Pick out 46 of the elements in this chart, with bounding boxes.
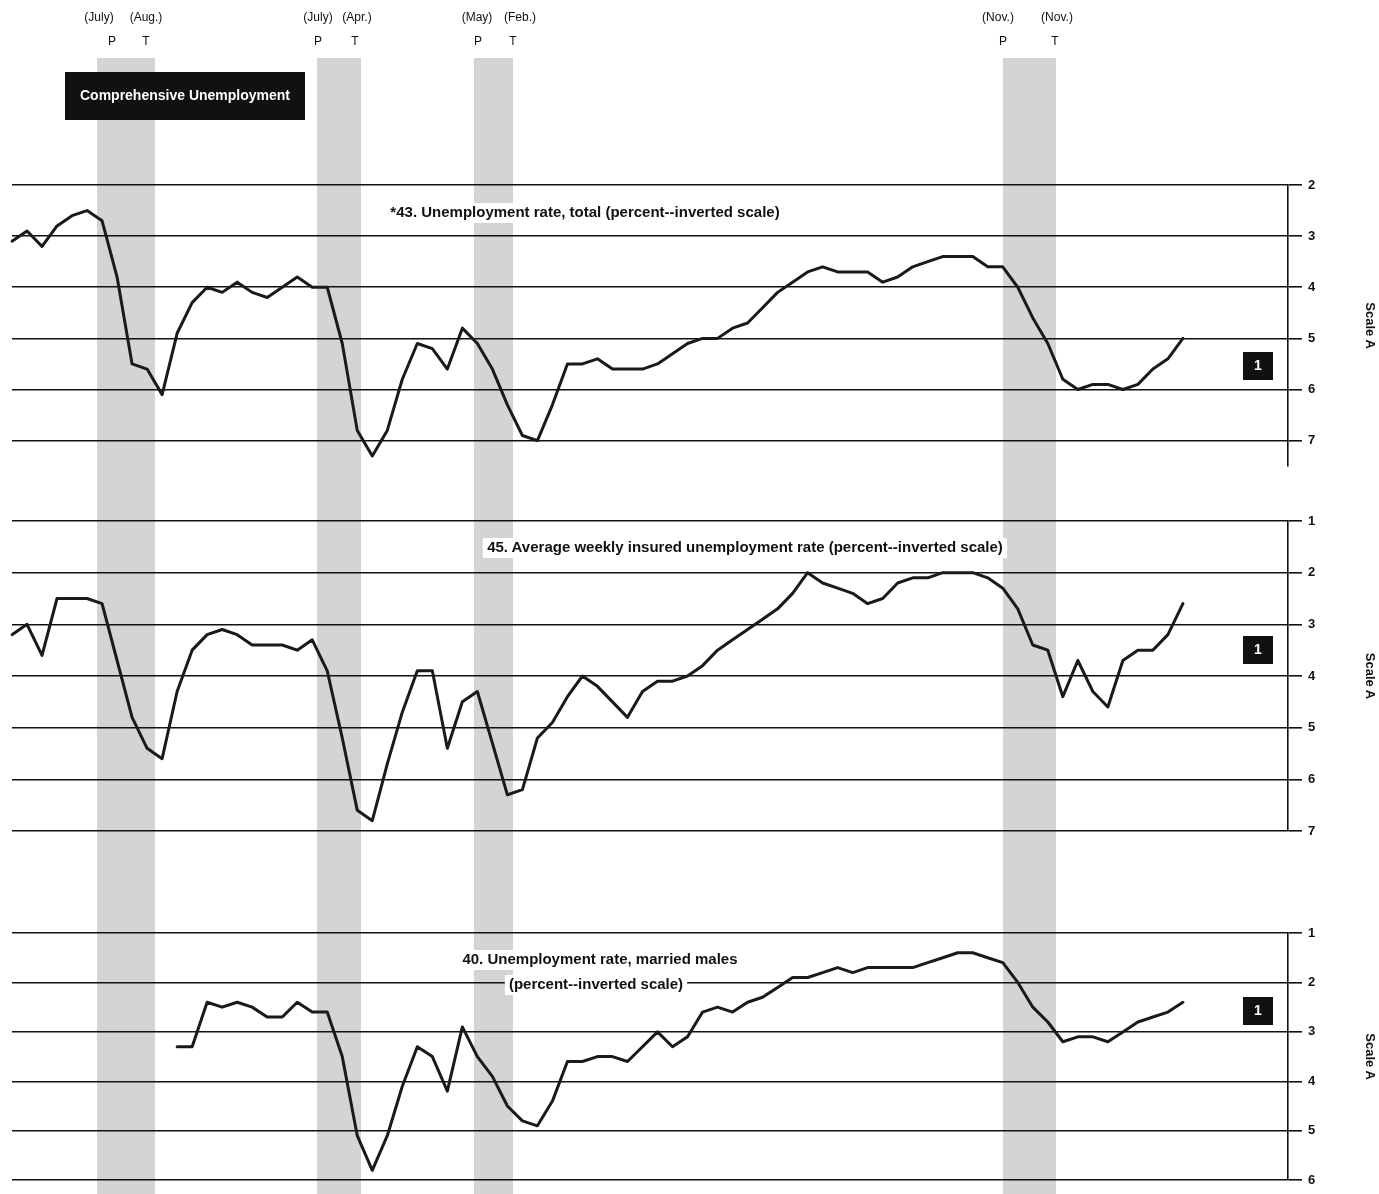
text: P (107, 34, 117, 49)
y-tick-label: 4 (1308, 667, 1316, 683)
annotation: 1 (1254, 1001, 1263, 1018)
text: (May) (461, 10, 493, 25)
text: P (998, 34, 1008, 49)
y-tick-label: 3 (1308, 227, 1316, 243)
y-axis-title: Scale A (1362, 652, 1378, 700)
text: (percent--inverted scale) (508, 975, 684, 993)
y-tick-label: 3 (1308, 1023, 1316, 1039)
y-tick-label: 7 (1308, 432, 1316, 448)
y-tick-label: 3 (1308, 615, 1316, 631)
text: T (1051, 34, 1060, 49)
y-tick-label: 7 (1308, 822, 1316, 838)
text: (Nov.) (982, 10, 1014, 25)
text: (Aug.) (129, 10, 163, 25)
text: Comprehensive Unemployment (79, 86, 291, 103)
text: 40. Unemployment rate, married males (462, 950, 738, 968)
y-axis-title: Scale A (1362, 302, 1378, 350)
y-tick-label: 4 (1308, 278, 1316, 294)
y-tick-label: 2 (1308, 176, 1316, 192)
annotation: 1 (1254, 640, 1263, 657)
y-tick-label: 6 (1308, 381, 1316, 397)
y-tick-label: 6 (1308, 1171, 1316, 1187)
text: (Feb.) (503, 10, 537, 25)
text: (Apr.) (342, 10, 372, 25)
y-tick-label: 5 (1308, 719, 1316, 735)
text: T (509, 34, 518, 49)
text: P (313, 34, 323, 49)
text: T (142, 34, 151, 49)
text: 45. Average weekly insured unemployment rate (percent--inverted scale) (487, 538, 1003, 556)
y-tick-label: 5 (1308, 1122, 1316, 1138)
y-tick-label: 6 (1308, 770, 1316, 786)
y-tick-label: 2 (1308, 564, 1316, 580)
text: *43. Unemployment rate, total (percent--inverted scale) (390, 203, 780, 221)
y-tick-label: 4 (1308, 1072, 1316, 1088)
text: (July) (84, 10, 114, 25)
y-tick-label: 1 (1308, 512, 1316, 528)
y-tick-label: 2 (1308, 974, 1316, 990)
text: T (351, 34, 360, 49)
y-tick-label: 1 (1308, 924, 1316, 940)
y-axis-title: Scale A (1362, 1033, 1378, 1081)
annotation: 1 (1254, 356, 1263, 373)
y-tick-label: 5 (1308, 329, 1316, 345)
text: P (473, 34, 483, 49)
text: (Nov.) (1041, 10, 1073, 25)
text: (July) (303, 10, 333, 25)
